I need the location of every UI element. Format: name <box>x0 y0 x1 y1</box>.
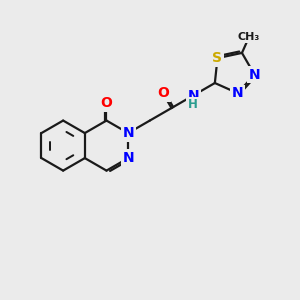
Text: H: H <box>188 98 198 111</box>
Text: O: O <box>100 96 112 110</box>
Text: N: N <box>232 86 244 100</box>
Text: CH₃: CH₃ <box>238 32 260 42</box>
Text: O: O <box>157 86 169 100</box>
Text: N: N <box>122 126 134 140</box>
Text: N: N <box>249 68 260 82</box>
Text: N: N <box>188 88 199 103</box>
Text: S: S <box>212 51 223 65</box>
Text: N: N <box>122 151 134 165</box>
